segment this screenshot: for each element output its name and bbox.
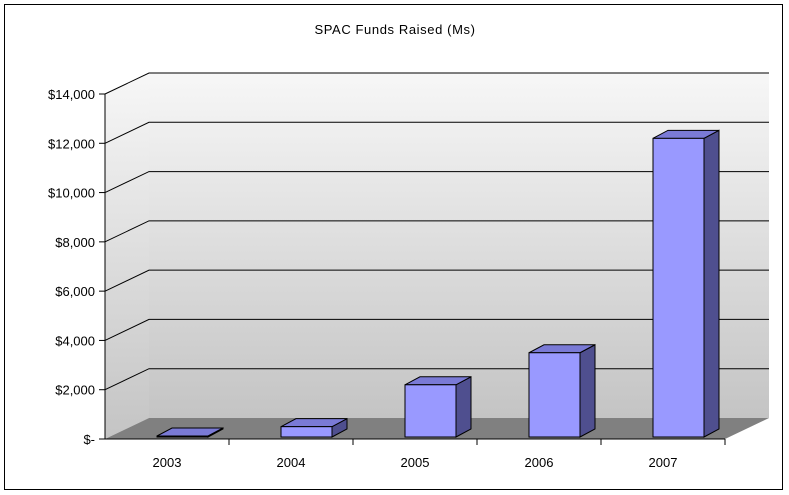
x-tick-label: 2005 <box>401 455 430 470</box>
chart-svg: SPAC Funds Raised (Ms) $- $2,000 $4,000 $6,… <box>48 22 769 470</box>
gridline <box>104 220 769 243</box>
gridline <box>104 121 769 144</box>
bar-2007 <box>652 137 705 438</box>
gridline <box>104 318 769 341</box>
x-tick-label: 2006 <box>525 455 554 470</box>
x-tick-label: 2007 <box>649 455 678 470</box>
gridline <box>104 171 769 194</box>
bar-2003 <box>156 435 209 438</box>
y-tick-label: $14,000 <box>48 87 95 102</box>
bar-2004 <box>280 426 333 438</box>
x-tick-label: 2003 <box>153 455 182 470</box>
bar-side <box>579 343 596 438</box>
x-tick-label: 2004 <box>277 455 306 470</box>
gridline <box>104 269 769 292</box>
y-tick-label: $4,000 <box>55 333 95 348</box>
chart-title: SPAC Funds Raised (Ms) <box>314 22 475 37</box>
bar-side <box>703 129 720 438</box>
y-tick-label: $6,000 <box>55 284 95 299</box>
plot-area: $- $2,000 $4,000 $6,000 $8,000 $10,000 $12,000… <box>48 72 769 470</box>
bar-2005 <box>404 384 457 438</box>
side-wall <box>105 73 149 439</box>
y-tick-label: $8,000 <box>55 235 95 250</box>
y-tick-label: $2,000 <box>55 383 95 398</box>
gridline <box>104 72 769 95</box>
bar-2006 <box>528 352 581 438</box>
y-tick-label: $10,000 <box>48 186 95 201</box>
y-tick-label: $- <box>83 432 95 447</box>
chart-frame: SPAC Funds Raised (Ms) $- $2,000 $4,000 $6,… <box>4 4 783 490</box>
bar-side <box>455 375 472 438</box>
y-tick-label: $12,000 <box>48 136 95 151</box>
